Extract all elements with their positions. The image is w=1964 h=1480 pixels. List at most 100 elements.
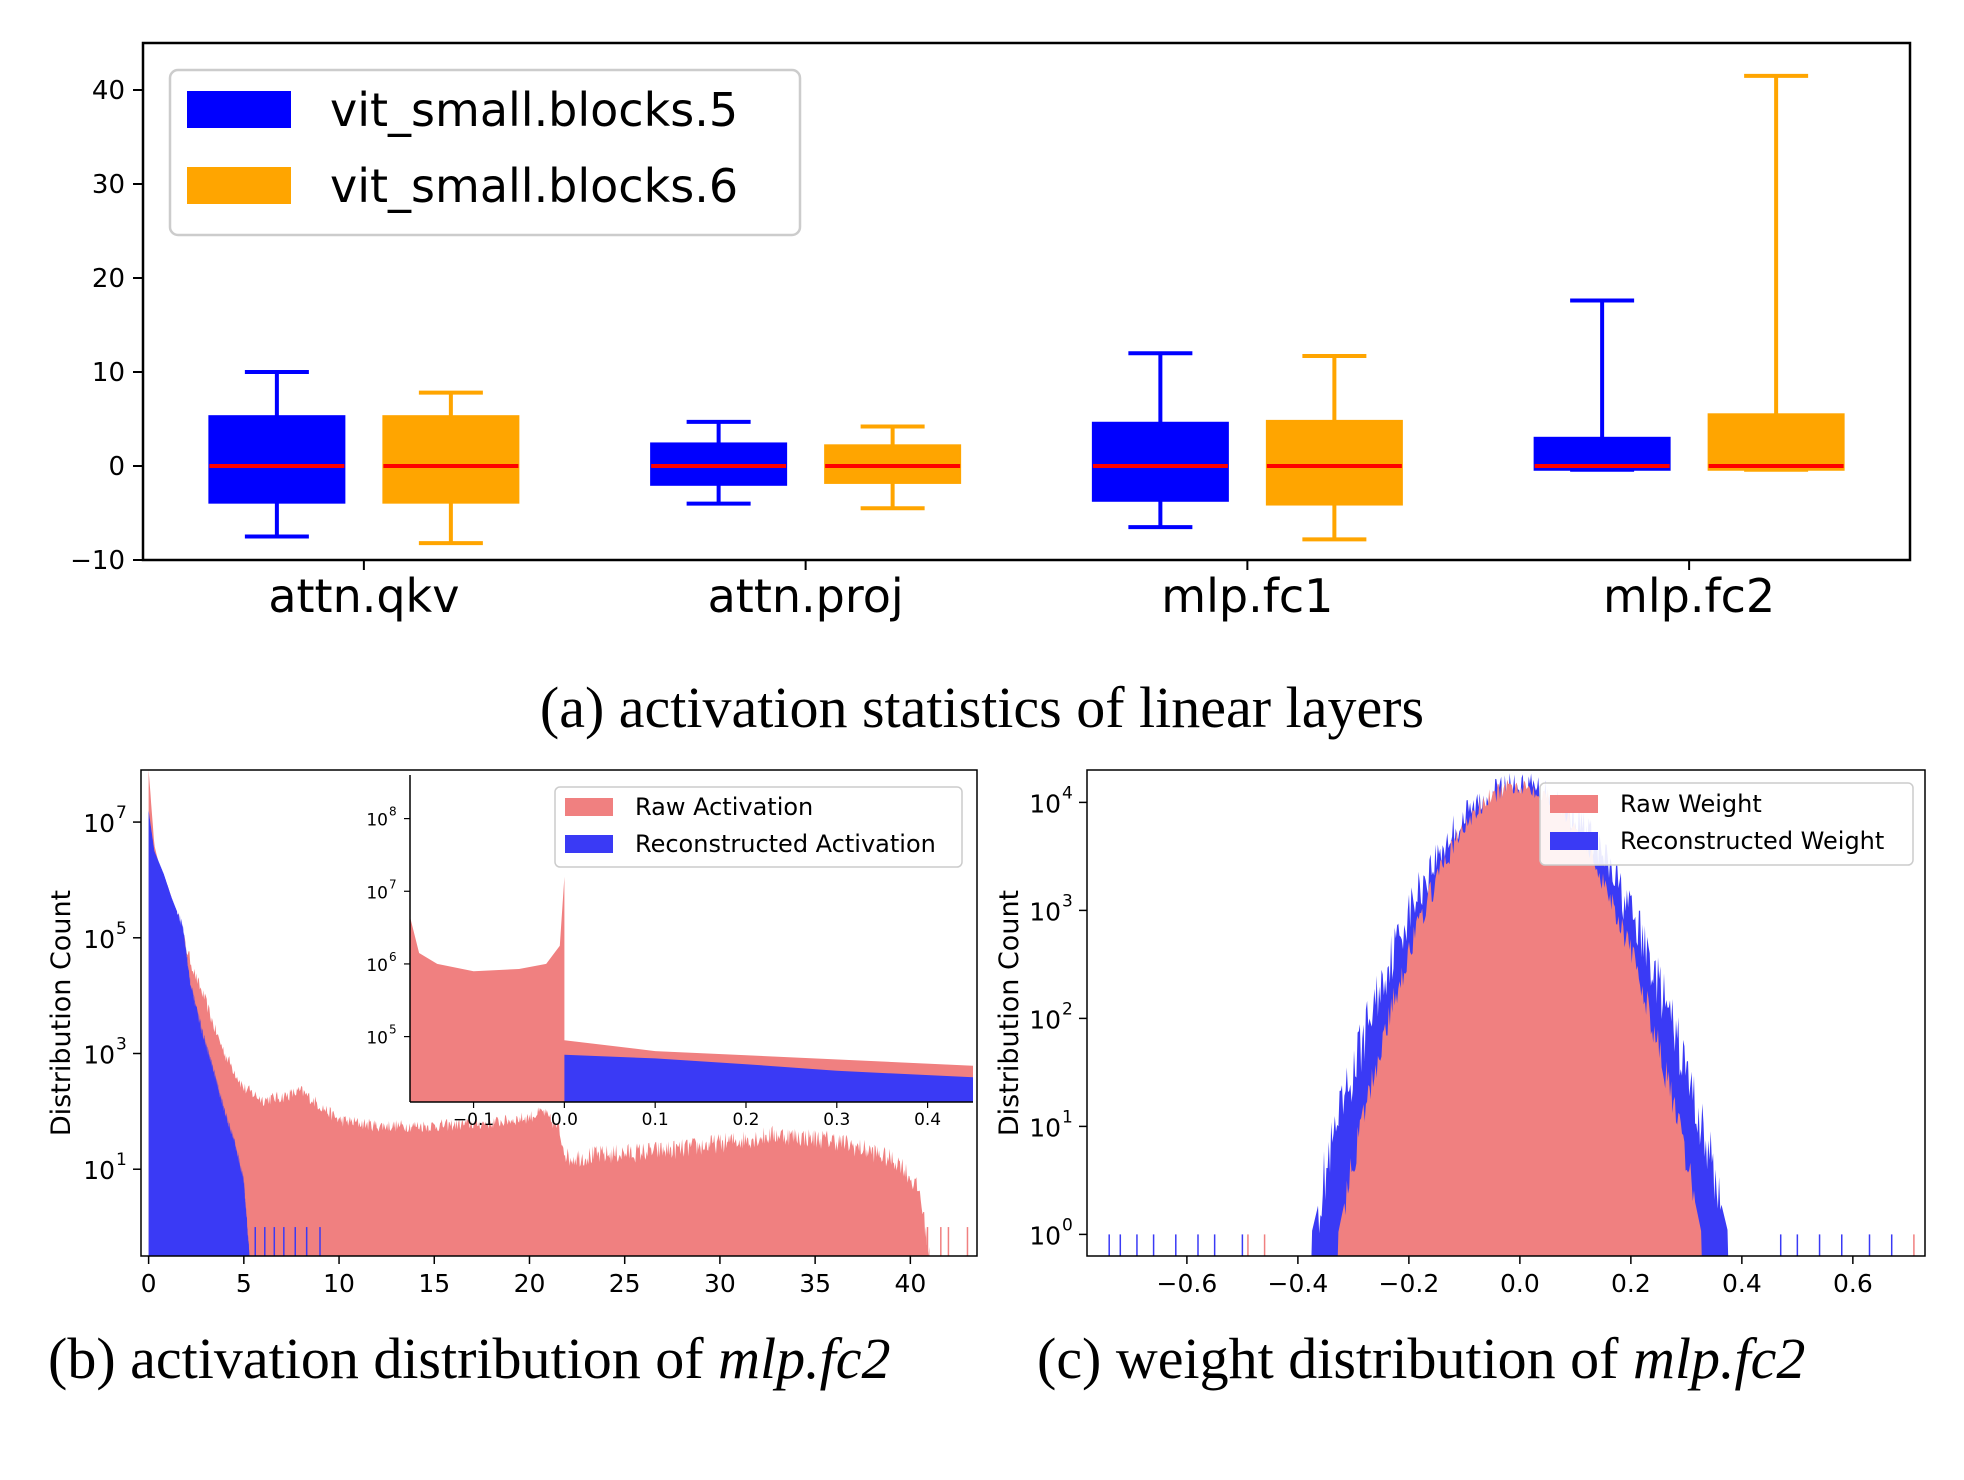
b-x-tick-label: 35	[799, 1269, 831, 1298]
b-plot-frame	[140, 769, 978, 1257]
b-inset-y-tick-label: 10	[366, 811, 388, 831]
box-attn.proj-blocks6	[824, 424, 962, 511]
c-y-tick-exp: 2	[1062, 999, 1073, 1019]
b-inset-x-tick-label: 0.3	[823, 1110, 850, 1130]
c-caption: (c) weight distribution of mlp.fc2	[1037, 1326, 1805, 1391]
b-caption-prefix: (b) activation distribution of	[48, 1326, 718, 1391]
b-inset-y-tick-label: 10	[366, 883, 388, 903]
c-caption-prefix: (c) weight distribution of	[1037, 1326, 1633, 1391]
c-tail-spikes	[1108, 1234, 1915, 1256]
b-y-tick-exp: 1	[116, 1150, 127, 1170]
a-legend-frame	[168, 68, 802, 237]
b-x-ticks: 0 5 10 15 20 25 30 35 40	[141, 1256, 926, 1298]
a-y-tick-label: 30	[92, 170, 125, 200]
c-y-tick-exp: 4	[1062, 783, 1073, 803]
a-caption: (a) activation statistics of linear laye…	[540, 675, 1424, 740]
b-inset-y-tick-exp: 7	[389, 877, 397, 891]
c-y-tick-label: 10	[1029, 1113, 1061, 1142]
box-body	[1265, 419, 1403, 506]
a-y-tick-label: 40	[92, 76, 125, 106]
a-legend-label-blocks5: vit_small.blocks.5	[330, 83, 738, 137]
box-mlp.fc1-blocks6	[1265, 354, 1403, 542]
box-attn.qkv-blocks5	[208, 370, 346, 539]
b-caption-italic: mlp.fc2	[718, 1326, 890, 1391]
a-y-tick-label: 0	[108, 452, 125, 482]
box-attn.proj-blocks5	[650, 419, 788, 506]
c-legend-label-reconstructed: Reconstructed Weight	[1620, 827, 1884, 855]
a-y-ticks: −10 0 10 20 30 40	[70, 76, 143, 576]
c-x-tick-label: 0.6	[1833, 1269, 1873, 1298]
b-x-tick-label: 10	[323, 1269, 355, 1298]
c-x-tick-label: 0.4	[1722, 1269, 1762, 1298]
b-inset-y-tick-exp: 5	[389, 1023, 397, 1037]
c-x-tick-label: 0.0	[1500, 1269, 1540, 1298]
a-legend: vit_small.blocks.5 vit_small.blocks.6	[168, 68, 802, 237]
box-body	[208, 415, 346, 504]
panel-a-boxplot: −10 0 10 20 30 40 attn.qkv attn.proj mlp.fc1 mlp…	[70, 41, 1912, 740]
box-body	[382, 415, 520, 504]
c-x-ticks: −0.6 −0.4 −0.2 0.0 0.2 0.4 0.6	[1157, 1256, 1873, 1298]
box-attn.qkv-blocks6	[382, 390, 520, 546]
c-y-tick-label: 10	[1029, 1005, 1061, 1034]
box-mlp.fc2-blocks6	[1707, 73, 1845, 472]
b-x-tick-label: 15	[418, 1269, 450, 1298]
b-outlier-spikes	[254, 1227, 969, 1256]
a-y-tick-label: 20	[92, 264, 125, 294]
b-caption: (b) activation distribution of mlp.fc2	[48, 1326, 890, 1391]
c-legend-frame	[1539, 782, 1914, 866]
c-legend: Raw Weight Reconstructed Weight	[1539, 782, 1914, 866]
a-x-tick-label: mlp.fc1	[1161, 569, 1333, 623]
b-inset-reconstructed-activation	[564, 1054, 973, 1102]
c-y-tick-label: 10	[1029, 789, 1061, 818]
a-y-tick-label: 10	[92, 358, 125, 388]
c-legend-label-raw: Raw Weight	[1620, 790, 1762, 818]
a-legend-swatch-blocks6	[187, 167, 291, 204]
c-y-tick-label: 10	[1029, 1221, 1061, 1250]
c-x-tick-label: −0.6	[1157, 1269, 1218, 1298]
a-legend-swatch-blocks5	[187, 91, 291, 128]
b-x-tick-label: 30	[704, 1269, 736, 1298]
c-y-tick-exp: 0	[1062, 1215, 1073, 1235]
c-ylabel: Distribution Count	[994, 890, 1025, 1136]
b-y-tick-label: 10	[83, 1156, 115, 1185]
b-y-tick-exp: 3	[116, 1035, 127, 1055]
b-ylabel: Distribution Count	[46, 890, 77, 1136]
b-raw-activation-hist	[148, 770, 930, 1256]
a-legend-label-blocks6: vit_small.blocks.6	[330, 159, 738, 213]
b-legend-label-raw: Raw Activation	[635, 793, 813, 821]
box-mlp.fc1-blocks5	[1091, 351, 1229, 530]
b-inset-y-tick-exp: 6	[389, 950, 397, 964]
b-y-tick-exp: 7	[116, 803, 127, 823]
c-legend-swatch-raw	[1550, 795, 1598, 813]
c-x-tick-label: −0.4	[1268, 1269, 1329, 1298]
b-y-tick-label: 10	[83, 1041, 115, 1070]
b-inset-x-tick-label: 0.2	[732, 1110, 759, 1130]
c-x-tick-label: 0.2	[1611, 1269, 1651, 1298]
b-x-tick-label: 20	[514, 1269, 546, 1298]
b-inset-x-tick-label: 0.0	[551, 1110, 578, 1130]
b-inset-y-tick-exp: 8	[389, 805, 397, 819]
a-x-tick-label: mlp.fc2	[1603, 569, 1775, 623]
b-inset-y-tick-label: 10	[366, 956, 388, 976]
c-y-tick-label: 10	[1029, 897, 1061, 926]
b-inset-y-tick-label: 10	[366, 1029, 388, 1049]
b-inset-x-ticks: −0.1 0.0 0.1 0.2 0.3 0.4	[453, 1102, 941, 1130]
b-legend-swatch-reconstructed	[565, 835, 613, 853]
c-caption-italic: mlp.fc2	[1633, 1326, 1805, 1391]
box-body	[1091, 421, 1229, 502]
c-x-tick-label: −0.2	[1379, 1269, 1440, 1298]
b-x-tick-label: 0	[141, 1269, 157, 1298]
b-inset-x-tick-label: −0.1	[453, 1110, 494, 1130]
b-y-tick-exp: 5	[116, 919, 127, 939]
b-legend-frame	[554, 786, 963, 868]
b-x-tick-label: 5	[236, 1269, 252, 1298]
b-legend-label-reconstructed: Reconstructed Activation	[635, 830, 936, 858]
b-y-tick-label: 10	[83, 809, 115, 838]
b-x-tick-label: 25	[609, 1269, 641, 1298]
